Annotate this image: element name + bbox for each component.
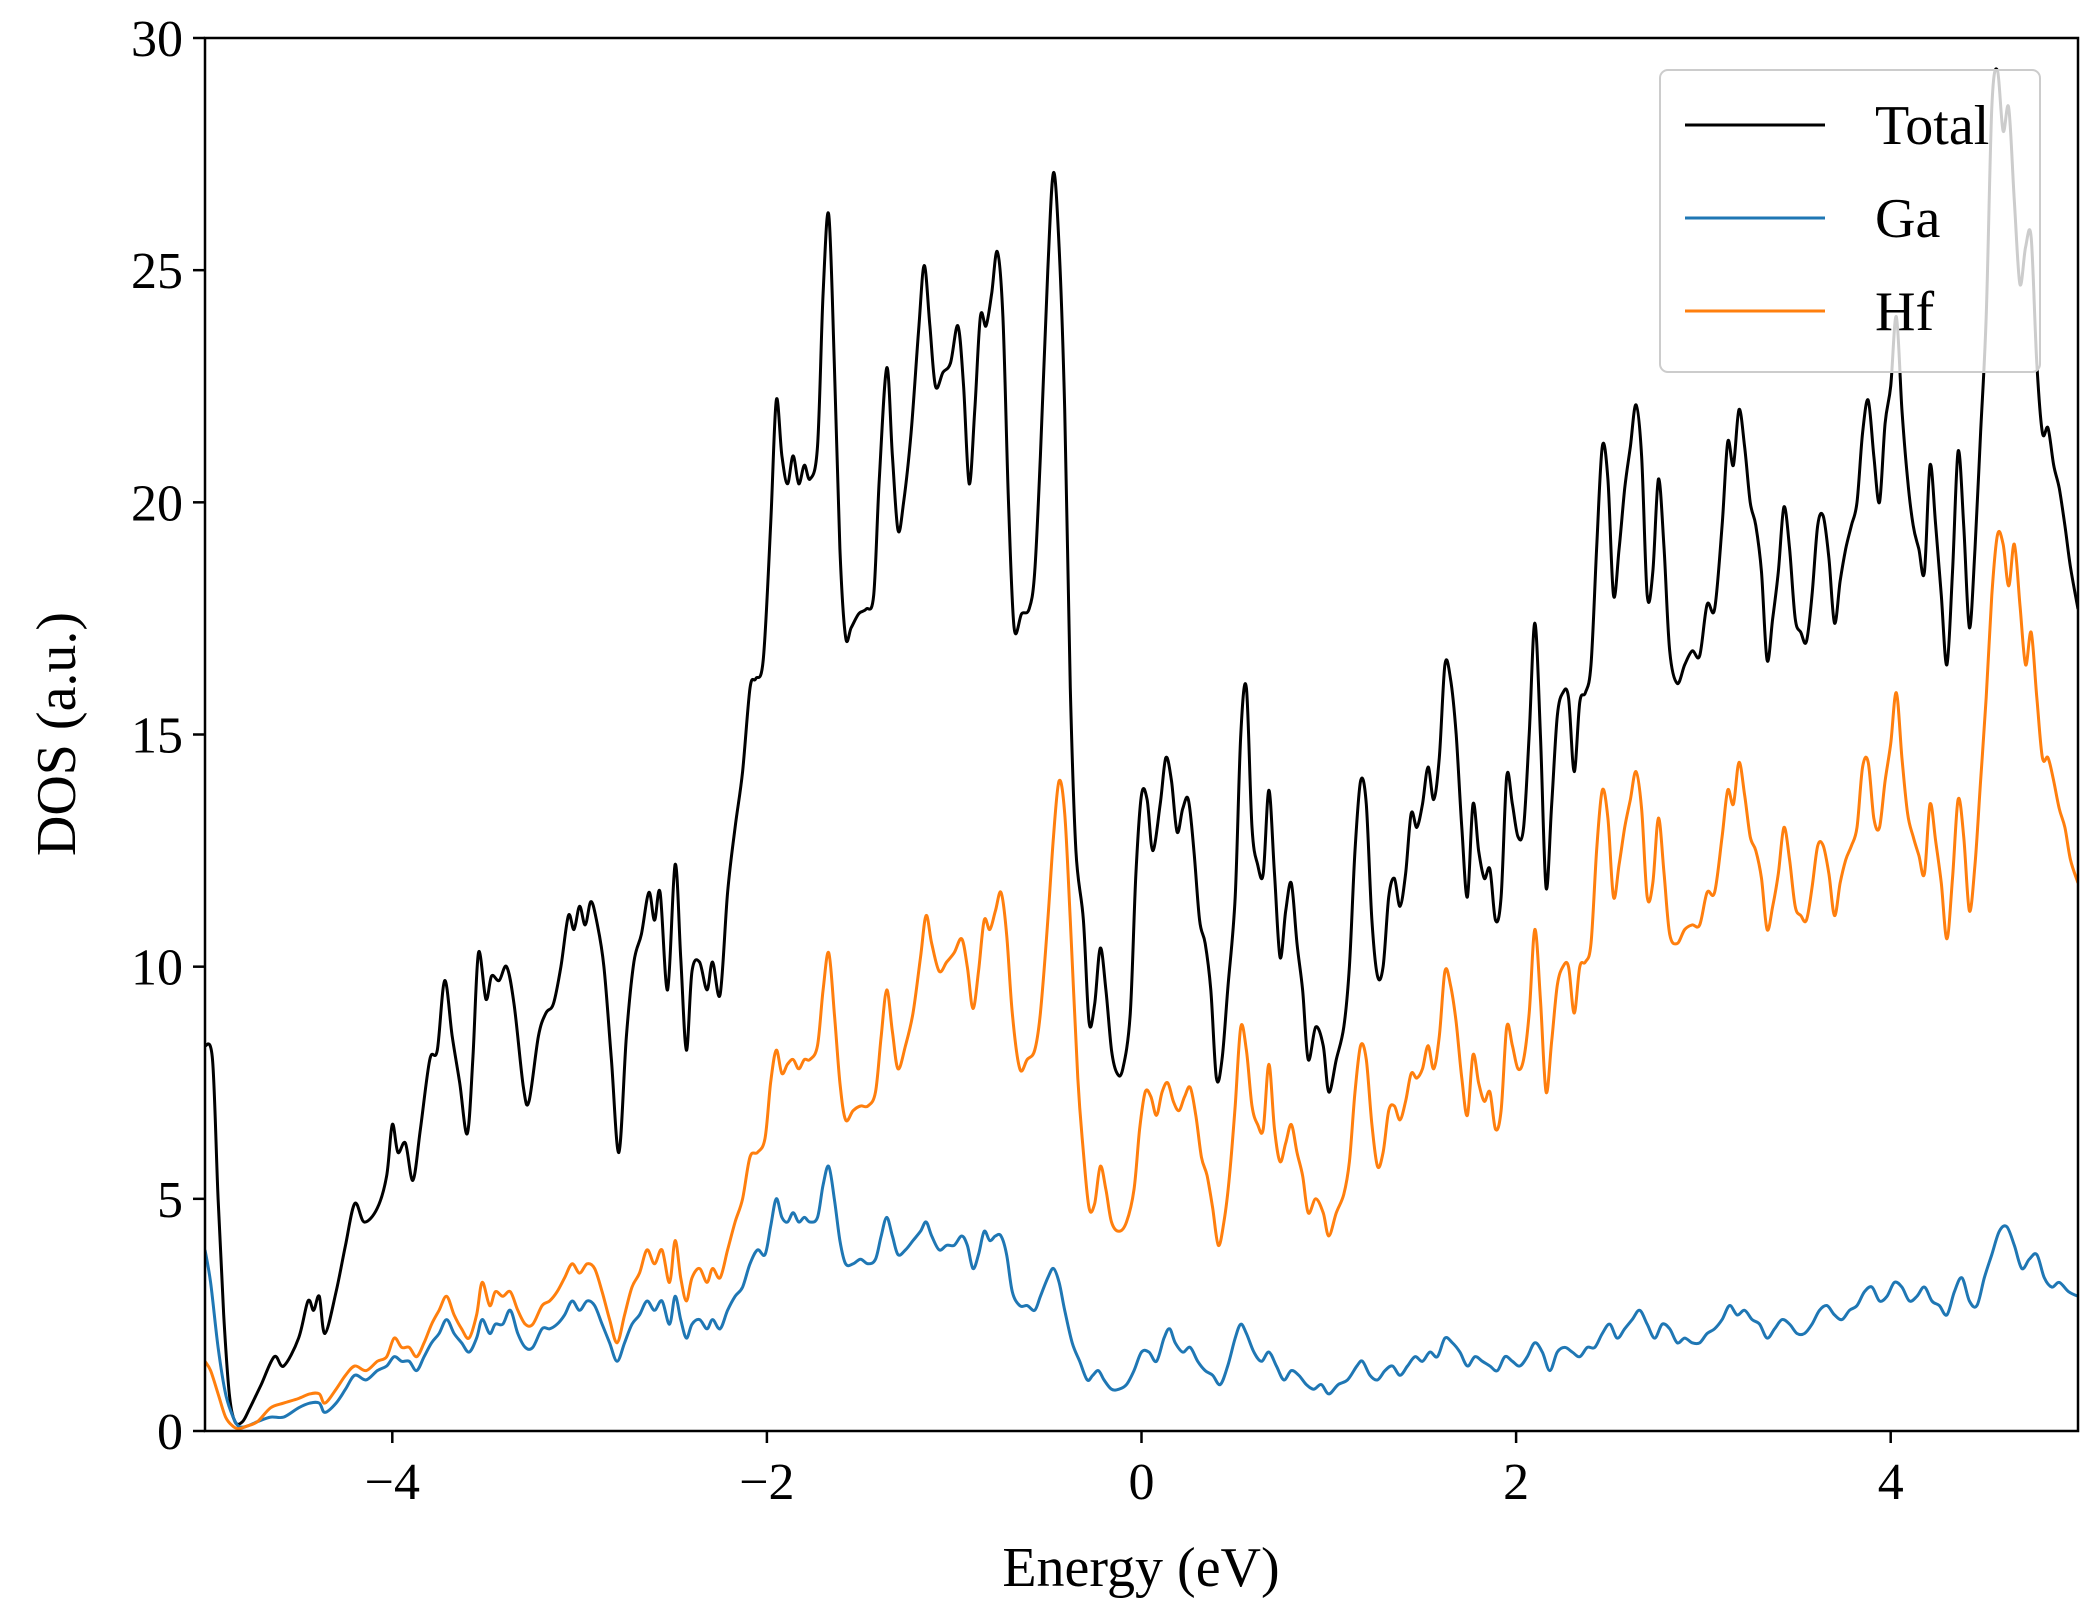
series-line-hf — [205, 529, 2078, 1431]
y-tick-label: 20 — [131, 475, 183, 532]
series-line-ga — [205, 1164, 2078, 1429]
x-axis: −4 −2 0 2 4 — [365, 1431, 1904, 1511]
y-tick-label: 0 — [157, 1404, 183, 1461]
series-layer — [205, 67, 2078, 1431]
x-tick-label: −2 — [739, 1454, 794, 1511]
y-tick-label: 25 — [131, 243, 183, 300]
y-axis: 0 5 10 15 20 25 30 — [131, 11, 205, 1461]
x-tick-label: −4 — [365, 1454, 420, 1511]
legend-box — [1659, 69, 2041, 373]
y-tick-label: 5 — [157, 1172, 183, 1229]
y-axis-label: DOS (a.u.) — [26, 612, 88, 856]
x-axis-label: Energy (eV) — [1002, 1537, 1279, 1599]
legend-label-total: Total — [1875, 95, 1989, 157]
legend: Total Ga Hf — [1659, 69, 2041, 373]
x-tick-label: 2 — [1503, 1454, 1529, 1511]
legend-label-hf: Hf — [1875, 281, 1934, 343]
y-tick-label: 10 — [131, 940, 183, 997]
y-tick-label: 30 — [131, 11, 183, 68]
legend-label-ga: Ga — [1875, 188, 1940, 250]
y-tick-label: 15 — [131, 708, 183, 765]
x-tick-label: 0 — [1129, 1454, 1155, 1511]
series-line-total — [205, 67, 2078, 1426]
x-tick-label: 4 — [1878, 1454, 1904, 1511]
